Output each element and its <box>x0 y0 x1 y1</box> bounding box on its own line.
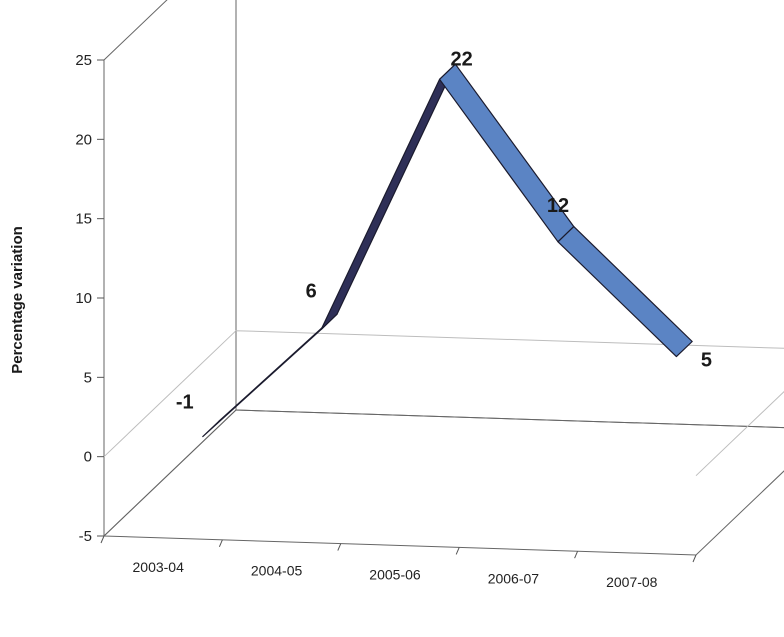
y-tick-label: 15 <box>75 211 92 228</box>
x-axis-ticks: 2003-04 2004-05 2005-06 2006-07 2007-08 <box>100 535 697 590</box>
ribbon-segment <box>557 226 693 358</box>
data-label: -1 <box>176 392 194 414</box>
ribbon-segment <box>202 313 338 438</box>
y-tick-label: 25 <box>75 52 92 69</box>
y-tick-label: 20 <box>75 131 92 148</box>
data-label: 12 <box>547 195 569 217</box>
y-axis-ticks: -5 0 5 10 15 20 25 <box>75 52 104 545</box>
data-label: 5 <box>701 350 712 372</box>
data-label: 22 <box>450 48 472 70</box>
x-tick-label: 2007-08 <box>606 574 658 590</box>
floor <box>102 409 784 556</box>
x-tick-mark <box>100 535 105 544</box>
data-labels: -1 6 22 12 5 <box>176 48 712 413</box>
y-tick-label: 5 <box>84 369 92 386</box>
x-tick-label: 2006-07 <box>488 570 540 586</box>
y-tick-label: 0 <box>84 449 92 466</box>
series-ribbon <box>202 63 693 438</box>
x-tick-label: 2005-06 <box>369 567 421 583</box>
ribbon-segment <box>320 63 456 330</box>
zero-plane <box>103 330 784 477</box>
side-wall <box>103 0 237 538</box>
x-tick-label: 2003-04 <box>133 559 185 575</box>
x-tick-mark <box>574 551 579 559</box>
data-label: 6 <box>306 280 317 302</box>
x-tick-mark <box>218 539 223 547</box>
y-tick-label: -5 <box>79 528 92 545</box>
x-tick-mark <box>692 554 697 563</box>
y-tick-label: 10 <box>75 290 92 307</box>
x-tick-mark <box>455 547 460 555</box>
x-tick-mark <box>337 543 342 551</box>
y-axis-label: Percentage variation <box>9 226 26 374</box>
x-tick-label: 2004-05 <box>251 563 303 579</box>
